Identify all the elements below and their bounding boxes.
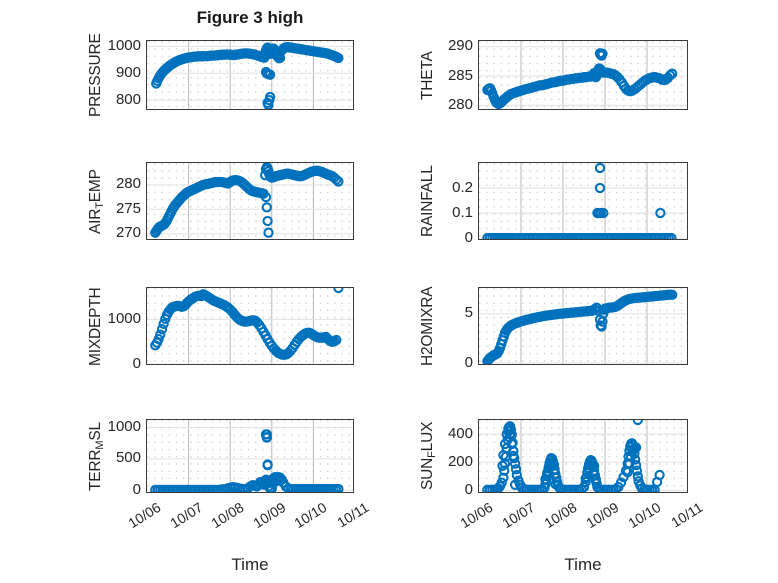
xtick-sun_flux-1: 10/07 bbox=[499, 499, 538, 532]
ytick-pressure-1: 900 bbox=[115, 63, 141, 81]
ytick-air_temp-0: 270 bbox=[115, 224, 141, 242]
ytick-air_temp-1: 275 bbox=[115, 199, 141, 217]
figure-title: Figure 3 high bbox=[196, 8, 304, 27]
ytick-mixdepth-0: 0 bbox=[132, 354, 141, 372]
ylabel-rainfall: RAINFALL bbox=[419, 165, 436, 237]
ytick-theta-2: 290 bbox=[447, 37, 473, 55]
axes-h2o_mixing_ratio bbox=[478, 287, 688, 365]
xtick-terr_msl-5: 10/11 bbox=[334, 499, 372, 531]
xtick-terr_msl-1: 10/07 bbox=[166, 499, 206, 532]
ytick-terr_msl-1: 500 bbox=[115, 449, 141, 467]
axes-terr_msl bbox=[146, 419, 354, 493]
xtick-sun_flux-4: 10/10 bbox=[625, 499, 664, 532]
ytick-terr_msl-0: 0 bbox=[132, 480, 141, 498]
axes-pressure bbox=[146, 40, 354, 110]
ytick-theta-1: 285 bbox=[447, 66, 473, 84]
axes-theta bbox=[478, 40, 688, 110]
ytick-sun_flux-1: 200 bbox=[447, 452, 473, 470]
ytick-pressure-0: 800 bbox=[115, 90, 141, 108]
ytick-rainfall-0: 0 bbox=[464, 228, 473, 246]
xlabel-right: Time bbox=[564, 555, 602, 574]
axes-mixdepth bbox=[146, 287, 354, 365]
ylabel-pressure: PRESSURE bbox=[87, 33, 104, 117]
ylabel-theta: THETA bbox=[419, 50, 436, 100]
ylabel-mixdepth: MIXDEPTH bbox=[87, 287, 104, 366]
xtick-terr_msl-3: 10/09 bbox=[250, 499, 289, 532]
ytick-sun_flux-2: 400 bbox=[447, 424, 473, 442]
xtick-sun_flux-5: 10/11 bbox=[668, 499, 706, 531]
ytick-sun_flux-0: 0 bbox=[464, 480, 473, 498]
xtick-sun_flux-0: 10/06 bbox=[457, 499, 496, 532]
ylabel-terr_msl: TERRMSL bbox=[87, 421, 106, 491]
ytick-h2o_mixing_ratio-0: 0 bbox=[464, 353, 473, 371]
ytick-theta-0: 280 bbox=[447, 95, 473, 113]
ytick-mixdepth-1: 1000 bbox=[107, 309, 141, 327]
xtick-terr_msl-2: 10/08 bbox=[208, 499, 247, 532]
xtick-sun_flux-3: 10/09 bbox=[583, 499, 622, 532]
ylabel-h2o_mixing_ratio: H2OMIXRA bbox=[419, 286, 436, 366]
ylabel-sun_flux: SUNFLUX bbox=[419, 421, 438, 490]
ytick-air_temp-2: 280 bbox=[115, 175, 141, 193]
ytick-pressure-2: 1000 bbox=[107, 36, 141, 54]
ytick-rainfall-2: 0.2 bbox=[452, 178, 473, 196]
axes-sun_flux bbox=[478, 419, 688, 493]
xtick-terr_msl-0: 10/06 bbox=[125, 499, 164, 532]
ytick-h2o_mixing_ratio-1: 5 bbox=[464, 304, 473, 322]
xtick-terr_msl-4: 10/10 bbox=[291, 499, 330, 532]
axes-rainfall bbox=[478, 162, 688, 240]
ylabel-air_temp: AIRTEMP bbox=[87, 168, 106, 234]
xtick-sun_flux-2: 10/08 bbox=[541, 499, 580, 532]
axes-air_temp bbox=[146, 162, 354, 240]
xlabel-left: Time bbox=[231, 555, 269, 574]
ytick-rainfall-1: 0.1 bbox=[452, 203, 473, 221]
ytick-terr_msl-2: 1000 bbox=[107, 418, 141, 436]
